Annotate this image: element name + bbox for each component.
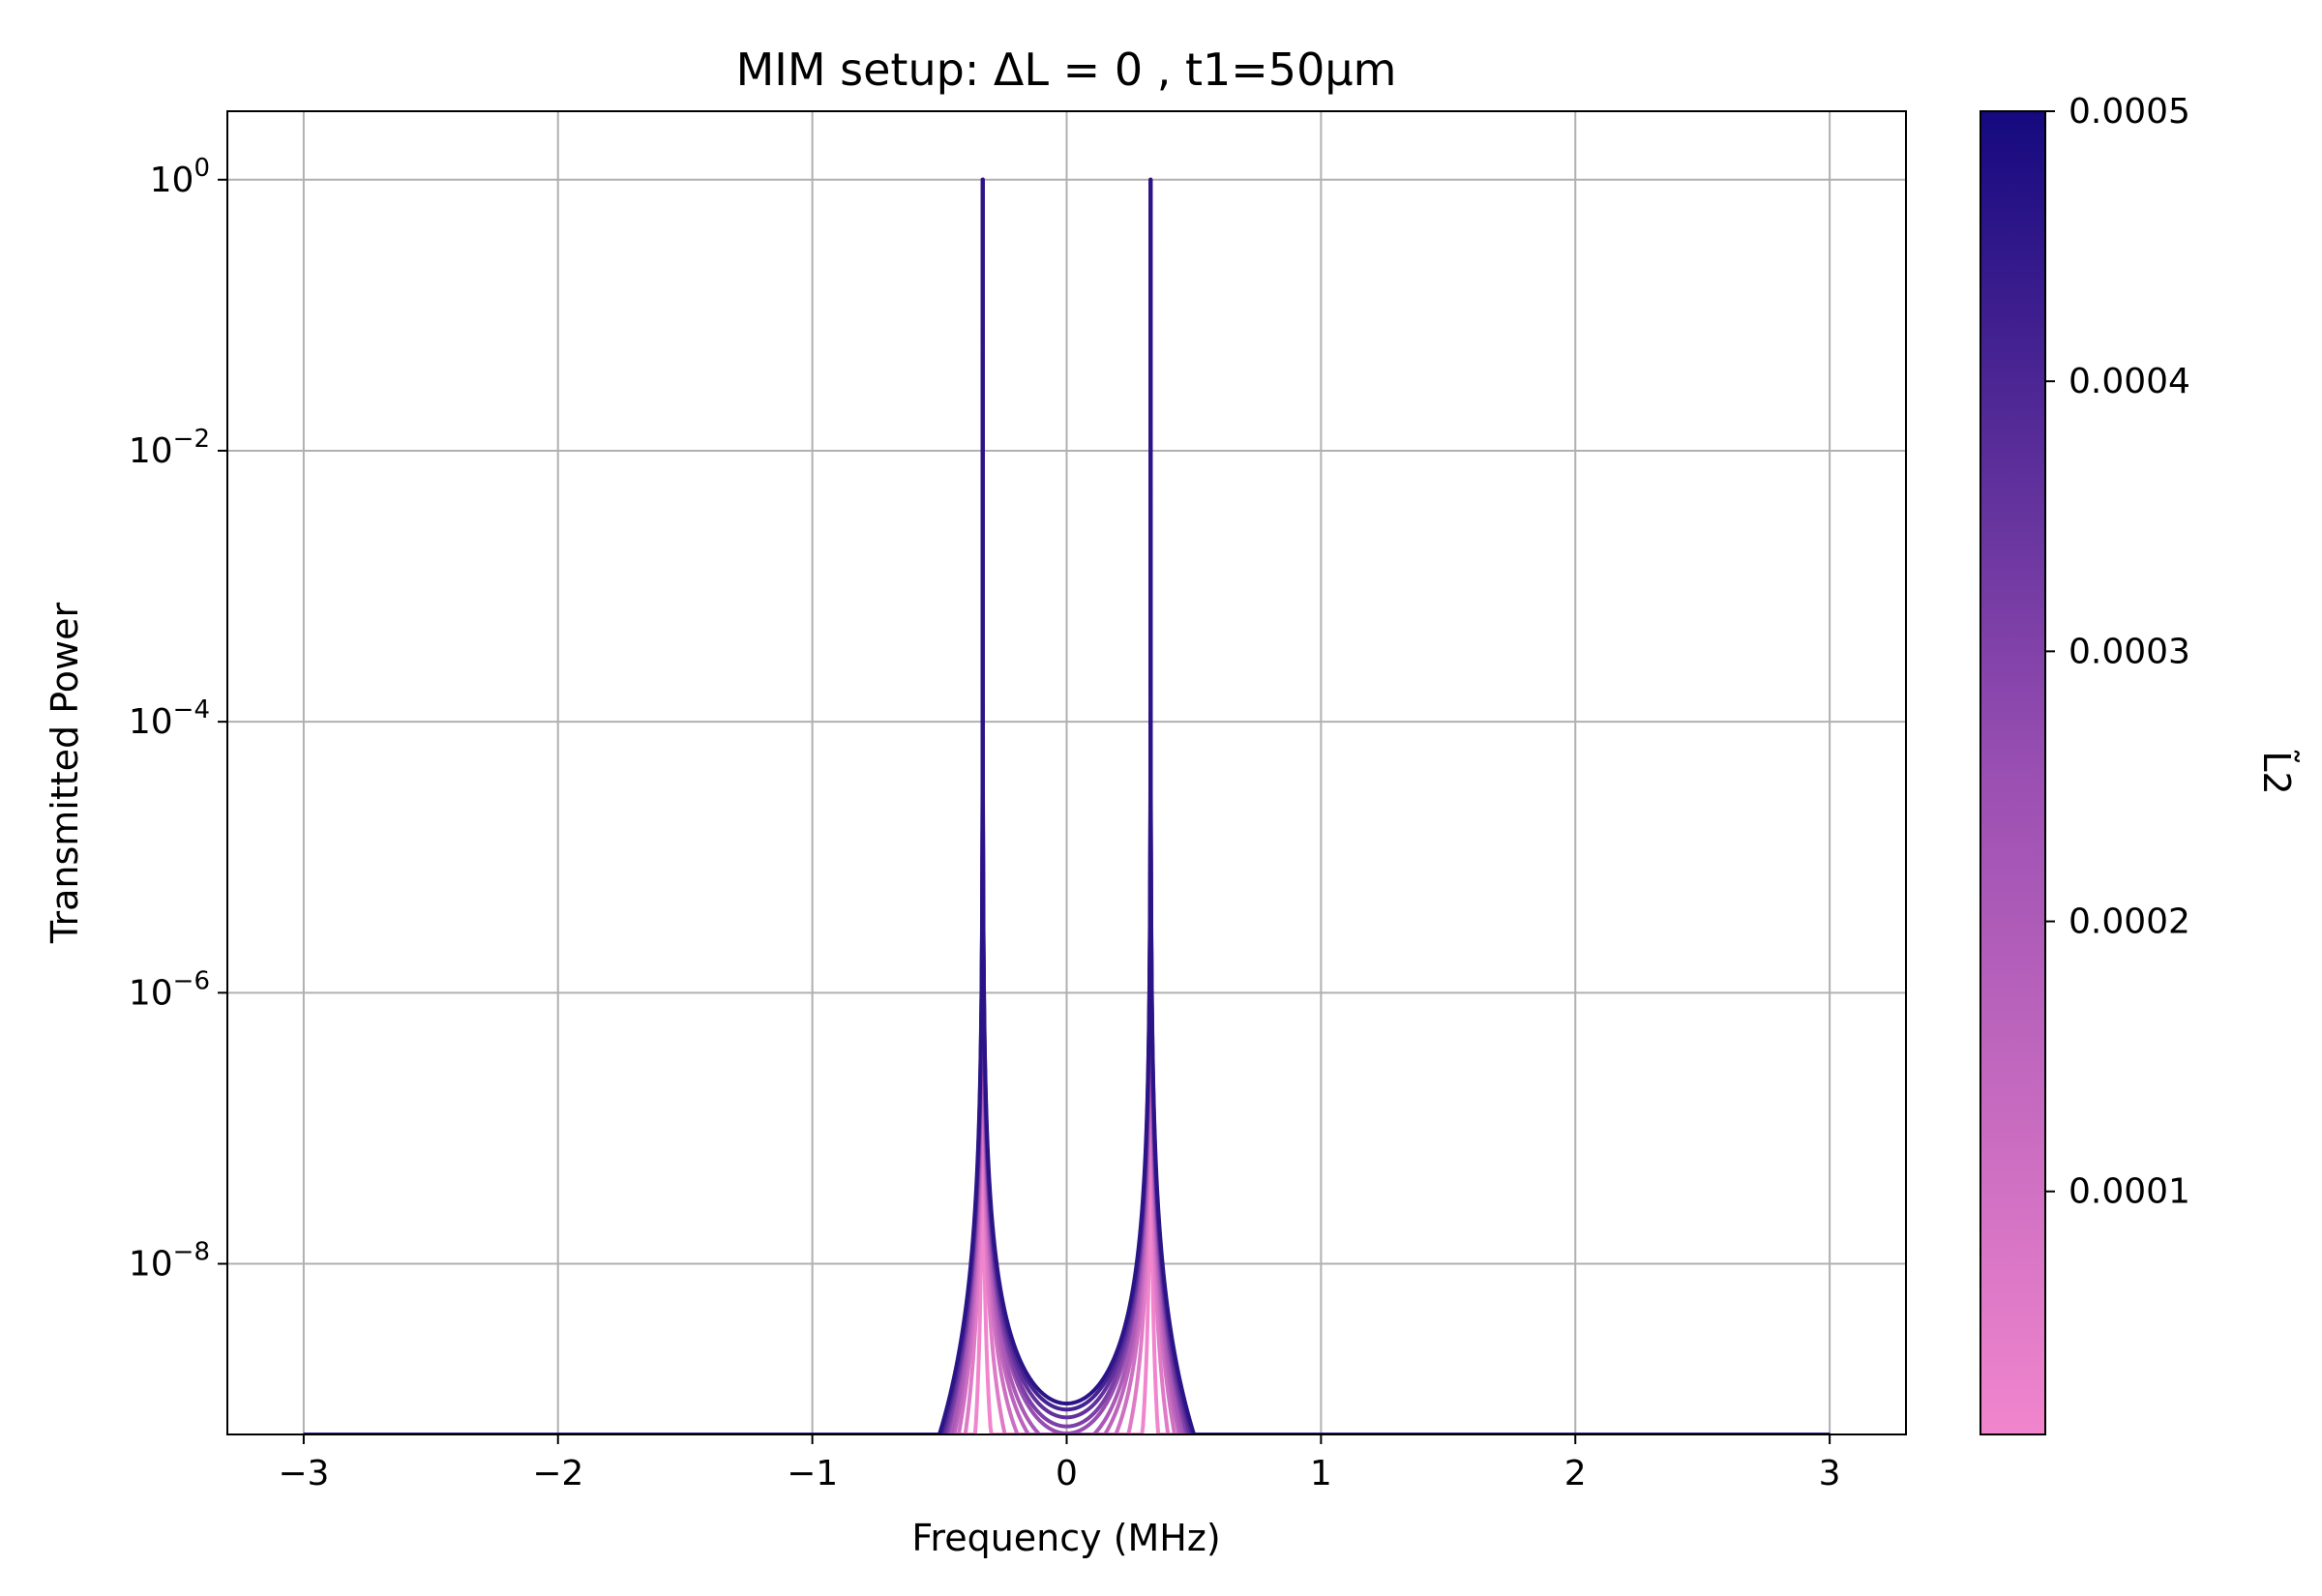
colorbar-tick-label: 0.0003 xyxy=(2069,632,2190,671)
x-tick-label: 3 xyxy=(1819,1454,1841,1493)
x-tick-label: 1 xyxy=(1310,1454,1332,1493)
y-tick-label: 10−4 xyxy=(129,695,210,742)
x-tick-label: 2 xyxy=(1564,1454,1587,1493)
colorbar-label: L͂2 xyxy=(2255,750,2299,794)
x-axis-ticks: −3 −2 −1 0 1 2 3 xyxy=(278,1434,1841,1493)
colorbar xyxy=(1980,110,2046,1435)
colorbar-tick-label: 0.0002 xyxy=(2069,902,2190,942)
series-line xyxy=(302,177,1831,1434)
chart-title: MIM setup: ΔL = 0 , t1=50μm xyxy=(736,44,1397,96)
colorbar-tick-label: 0.0005 xyxy=(2069,92,2190,132)
series-line xyxy=(302,177,1831,1434)
y-axis-ticks: 100 10−2 10−4 10−6 10−8 xyxy=(129,154,227,1285)
y-tick-label: 100 xyxy=(150,154,210,200)
colorbar-ticks: 0.0001 0.0002 0.0003 0.0004 0.0005 xyxy=(2045,92,2190,1212)
grid-lines xyxy=(227,111,1906,1434)
y-tick-label: 10−8 xyxy=(129,1238,210,1285)
x-tick-label: −2 xyxy=(532,1454,583,1493)
series-line xyxy=(302,177,1831,1434)
series-line xyxy=(302,177,1831,1434)
series-line xyxy=(302,177,1831,1434)
x-tick-label: −1 xyxy=(787,1454,838,1493)
colorbar-tick-label: 0.0001 xyxy=(2069,1172,2190,1212)
curves xyxy=(302,177,1831,1434)
y-tick-label: 10−6 xyxy=(129,966,210,1013)
colorbar-tick-label: 0.0004 xyxy=(2069,362,2190,401)
x-tick-label: −3 xyxy=(278,1454,329,1493)
x-axis-label: Frequency (MHz) xyxy=(911,1517,1220,1559)
y-tick-label: 10−2 xyxy=(129,425,210,471)
y-axis-label: Transmitted Power xyxy=(44,602,86,944)
x-tick-label: 0 xyxy=(1056,1454,1078,1493)
